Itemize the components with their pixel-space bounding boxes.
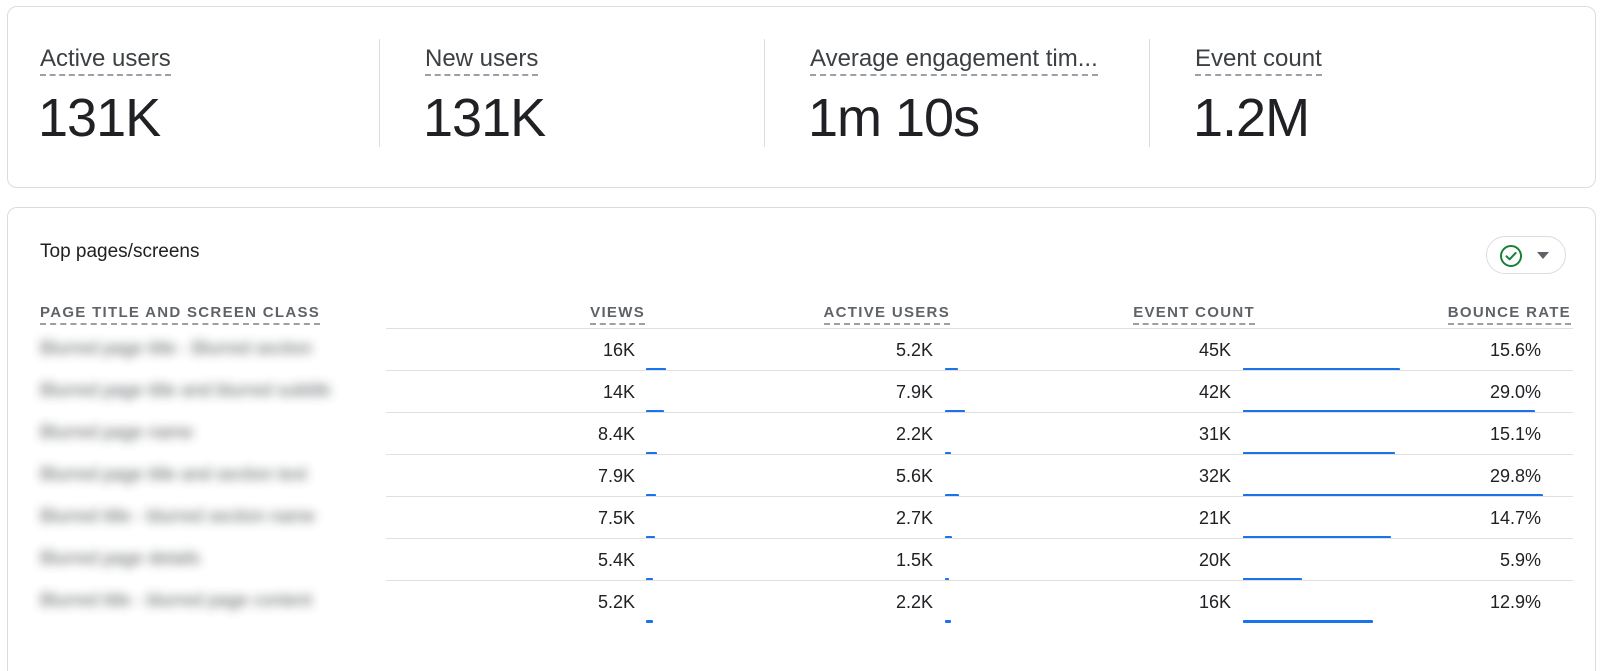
- active-users-cell: 1.5K: [895, 550, 933, 570]
- row-divider: [386, 454, 1573, 455]
- table-row[interactable]: Blurred title - blurred page content 5.2K…: [40, 580, 1573, 623]
- metric-label[interactable]: Active users: [40, 45, 171, 76]
- views-bar: [646, 368, 666, 371]
- summary-metrics-card: Active users 131K New users 131K Average…: [7, 6, 1596, 188]
- row-divider: [386, 496, 1573, 497]
- active-users-cell: 5.6K: [895, 466, 933, 486]
- active-users-cell: 2.7K: [895, 508, 933, 528]
- event-count-cell: 45K: [1198, 340, 1231, 360]
- page-title-cell[interactable]: Blurred title - blurred section name: [40, 506, 316, 526]
- metric-value: 131K: [423, 88, 546, 148]
- bounce-rate-bar: [1243, 494, 1543, 497]
- bounce-rate-cell: 29.8%: [1489, 466, 1541, 486]
- active-users-bar: [945, 368, 958, 371]
- active-users-cell: 2.2K: [895, 424, 933, 444]
- page-title-cell[interactable]: Blurred page title - Blurred section: [40, 338, 313, 358]
- views-bar: [646, 536, 655, 539]
- row-divider: [386, 328, 1573, 329]
- bounce-rate-bar: [1243, 368, 1400, 371]
- active-users-cell: 7.9K: [895, 382, 933, 402]
- event-count-cell: 21K: [1198, 508, 1231, 528]
- table-row[interactable]: Blurred page title and section text 7.9K 5…: [40, 454, 1573, 497]
- bounce-rate-bar: [1243, 410, 1535, 413]
- views-bar: [646, 494, 656, 497]
- page-title-cell[interactable]: Blurred page title and blurred subtitle: [40, 380, 330, 400]
- page-title-cell[interactable]: Blurred page title and section text: [40, 464, 308, 484]
- metric-label[interactable]: Average engagement tim...: [810, 45, 1098, 76]
- metric-divider: [1149, 39, 1150, 147]
- row-divider: [386, 370, 1573, 371]
- bounce-rate-cell: 15.6%: [1489, 340, 1541, 360]
- metric-value: 131K: [38, 88, 161, 148]
- active-users-cell: 5.2K: [895, 340, 933, 360]
- column-header-event-count[interactable]: EVENT COUNT: [1133, 304, 1255, 325]
- views-cell: 7.9K: [597, 466, 635, 486]
- active-users-bar: [945, 536, 952, 539]
- table-row[interactable]: Blurred page title - Blurred section 16K 5…: [40, 328, 1573, 371]
- table-row[interactable]: Blurred title - blurred section name 7.5K…: [40, 496, 1573, 539]
- metric-divider: [764, 39, 765, 147]
- bounce-rate-bar: [1243, 452, 1395, 455]
- metric-value: 1.2M: [1193, 88, 1310, 148]
- bounce-rate-cell: 15.1%: [1489, 424, 1541, 444]
- views-bar: [646, 410, 664, 413]
- metric-label[interactable]: New users: [425, 45, 539, 76]
- event-count-cell: 42K: [1198, 382, 1231, 402]
- active-users-bar: [945, 494, 959, 497]
- event-count-cell: 31K: [1198, 424, 1231, 444]
- page-title-cell[interactable]: Blurred page name: [40, 422, 194, 442]
- table-row[interactable]: Blurred page details 5.4K 1.5K 20K 5.9%: [40, 538, 1573, 581]
- bounce-rate-cell: 12.9%: [1489, 592, 1541, 612]
- event-count-cell: 32K: [1198, 466, 1231, 486]
- views-cell: 5.2K: [597, 592, 635, 612]
- metric-label[interactable]: Event count: [1195, 45, 1322, 76]
- bounce-rate-bar: [1243, 620, 1373, 623]
- views-bar: [646, 620, 653, 623]
- table-row[interactable]: Blurred page title and blurred subtitle 1…: [40, 370, 1573, 413]
- bounce-rate-bar: [1243, 578, 1302, 581]
- views-cell: 14K: [602, 382, 635, 402]
- top-pages-card: Top pages/screens PAGE TITLE AND SCREEN …: [7, 207, 1596, 671]
- metric-divider: [379, 39, 380, 147]
- column-header-page-title[interactable]: PAGE TITLE AND SCREEN CLASS: [40, 304, 321, 325]
- table-title: Top pages/screens: [40, 241, 200, 262]
- row-divider: [386, 538, 1573, 539]
- active-users-cell: 2.2K: [895, 592, 933, 612]
- row-divider: [386, 412, 1573, 413]
- views-bar: [646, 578, 653, 581]
- bounce-rate-cell: 5.9%: [1499, 550, 1541, 570]
- views-cell: 8.4K: [597, 424, 635, 444]
- column-header-active-users[interactable]: ACTIVE USERS: [823, 304, 950, 325]
- row-divider: [386, 580, 1573, 581]
- views-cell: 16K: [602, 340, 635, 360]
- metric-value: 1m 10s: [808, 88, 980, 148]
- bounce-rate-cell: 29.0%: [1489, 382, 1541, 402]
- active-users-bar: [945, 410, 965, 413]
- chevron-down-icon: [1537, 252, 1549, 259]
- column-options-button[interactable]: [1486, 236, 1566, 274]
- views-bar: [646, 452, 657, 455]
- table-row[interactable]: Blurred page name 8.4K 2.2K 31K 15.1%: [40, 412, 1573, 455]
- column-header-bounce-rate[interactable]: BOUNCE RATE: [1447, 304, 1571, 325]
- event-count-cell: 20K: [1198, 550, 1231, 570]
- page-title-cell[interactable]: Blurred title - blurred page content: [40, 590, 313, 610]
- bounce-rate-bar: [1243, 536, 1391, 539]
- active-users-bar: [945, 578, 949, 581]
- bounce-rate-cell: 14.7%: [1489, 508, 1541, 528]
- active-users-bar: [945, 620, 951, 623]
- active-users-bar: [945, 452, 951, 455]
- event-count-cell: 16K: [1198, 592, 1231, 612]
- views-cell: 7.5K: [597, 508, 635, 528]
- views-cell: 5.4K: [597, 550, 635, 570]
- check-circle-icon: [1500, 245, 1522, 267]
- page-title-cell[interactable]: Blurred page details: [40, 548, 201, 568]
- column-header-views[interactable]: VIEWS: [590, 304, 645, 325]
